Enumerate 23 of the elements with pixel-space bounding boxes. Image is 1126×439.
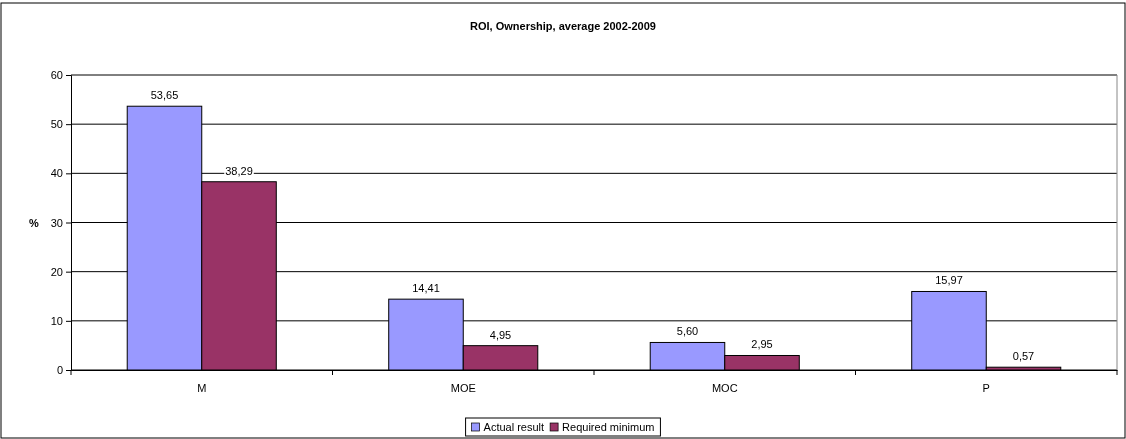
x-tick-label: M — [197, 381, 207, 394]
y-tick-label: 60 — [50, 69, 63, 82]
y-tick-label: 0 — [56, 364, 63, 377]
y-tick-label: 50 — [50, 118, 63, 131]
data-label: 15,97 — [935, 274, 963, 287]
y-axis-title: % — [29, 216, 40, 229]
chart-title: ROI, Ownership, average 2002-2009 — [470, 20, 656, 32]
y-tick-label: 40 — [50, 167, 63, 180]
legend-label: Actual result — [483, 421, 545, 433]
y-tick-label: 30 — [50, 216, 63, 229]
x-tick-label: MOC — [711, 381, 738, 394]
data-label: 4,95 — [489, 328, 512, 341]
data-label: 14,41 — [412, 282, 440, 295]
data-label: 5,60 — [676, 325, 699, 338]
x-tick-label: P — [982, 381, 990, 394]
y-tick-label: 10 — [50, 314, 63, 327]
x-tick-label: MOE — [450, 381, 476, 394]
data-label: 53,65 — [150, 89, 179, 102]
y-tick-label: 20 — [50, 265, 63, 278]
data-label: 2,95 — [751, 338, 773, 351]
legend-label: Required minimum — [562, 421, 655, 433]
data-label: 0,57 — [1012, 350, 1035, 363]
data-label: 38,29 — [225, 164, 253, 177]
